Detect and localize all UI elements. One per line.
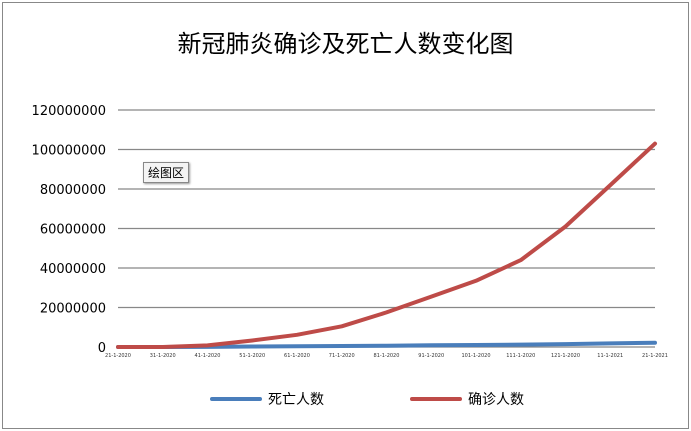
x-tick-label: 51-1-2020: [239, 353, 265, 359]
legend-swatch: [210, 397, 262, 401]
x-tick-label: 41-1-2020: [195, 353, 221, 359]
x-tick-label: 91-1-2020: [418, 353, 444, 359]
legend-label: 确诊人数: [468, 392, 524, 408]
legend-swatch: [410, 397, 462, 401]
x-tick-label: 21-1-2020: [105, 353, 131, 359]
plot-area-tooltip: 绘图区: [143, 162, 190, 183]
chart-title: 新冠肺炎确诊及死亡人数变化图: [177, 30, 514, 58]
series-line-1: [116, 141, 657, 349]
y-tick-label: 80000000: [40, 183, 106, 198]
y-tick-label: 100000000: [32, 144, 106, 159]
x-tick-label: 71-1-2020: [329, 353, 355, 359]
x-tick-label: 121-1-2020: [551, 353, 580, 359]
x-tick-label: 21-1-2021: [642, 353, 668, 359]
x-tick-label: 101-1-2020: [461, 353, 490, 359]
x-tick-label: 31-1-2020: [150, 353, 176, 359]
x-tick-label: 11-1-2021: [597, 353, 623, 359]
x-tick-label: 81-1-2020: [374, 353, 400, 359]
x-tick-label: 111-1-2020: [506, 353, 535, 359]
y-tick-label: 20000000: [40, 302, 106, 317]
y-tick-label: 120000000: [32, 104, 106, 119]
y-tick-label: 0: [98, 341, 106, 356]
y-tick-label: 60000000: [40, 223, 106, 238]
legend-confirmed: 确诊人数: [410, 389, 524, 409]
legend-label: 死亡人数: [268, 392, 324, 408]
y-tick-label: 40000000: [40, 262, 106, 277]
legend-deaths: 死亡人数: [210, 389, 324, 409]
x-tick-label: 61-1-2020: [284, 353, 310, 359]
